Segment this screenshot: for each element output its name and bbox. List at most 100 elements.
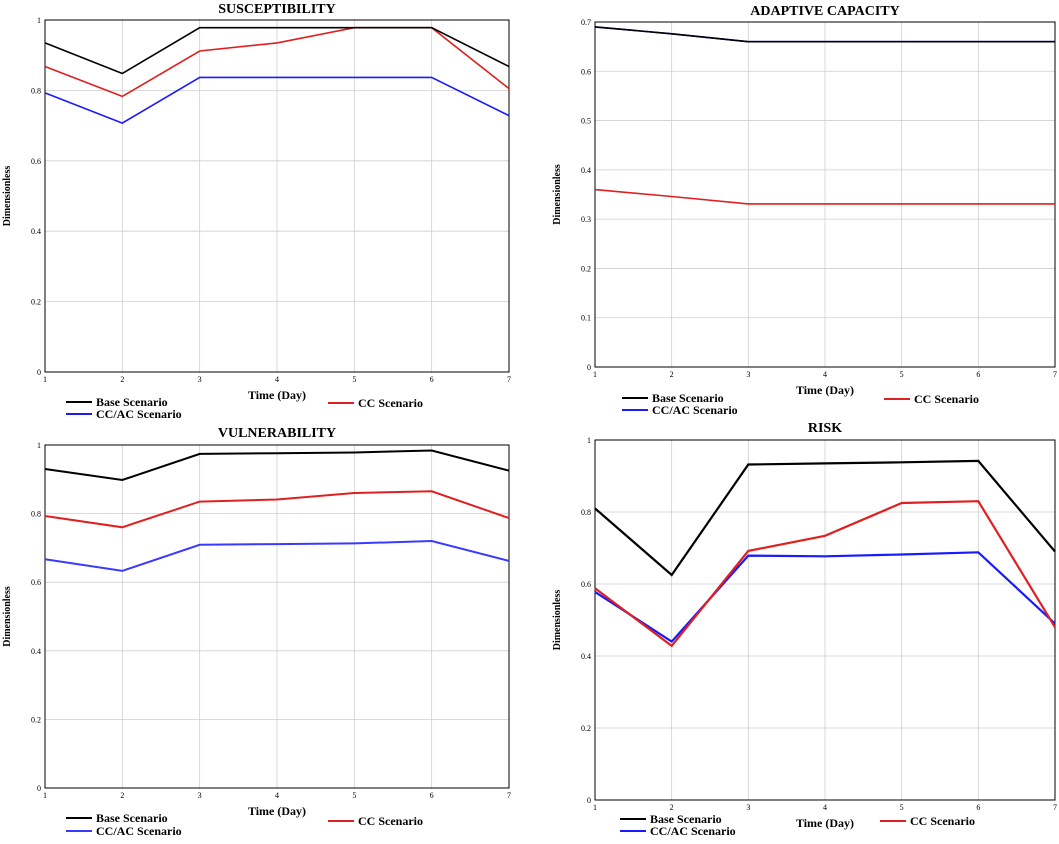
legend-label: Base Scenario	[96, 395, 168, 409]
legend: Base Scenario CC Scenario CC/AC Scenario	[66, 395, 423, 421]
x-axis-label: Time (Day)	[796, 383, 854, 397]
y-tick-label: 0	[587, 363, 591, 372]
y-tick-label: 1	[587, 436, 591, 445]
y-tick-label: 0	[587, 796, 591, 805]
x-tick-label: 2	[670, 803, 674, 812]
x-tick-label: 2	[670, 370, 674, 379]
y-axis-label: Dimensionless	[552, 164, 563, 225]
y-tick-label: 0.4	[581, 652, 591, 661]
x-tick-label: 5	[900, 803, 904, 812]
chart-title: SUSCEPTIBILITY	[218, 2, 336, 17]
legend-label: CC/AC Scenario	[652, 403, 738, 417]
y-tick-label: 0.8	[581, 508, 591, 517]
series-line-cc-ac-scenario	[44, 76, 510, 124]
series-line-cc-ac-scenario	[594, 551, 1056, 644]
y-tick-label: 0.6	[31, 157, 41, 166]
x-tick-label: 7	[1053, 370, 1057, 379]
x-tick-label: 1	[43, 375, 47, 384]
y-tick-label: 0	[37, 368, 41, 377]
y-tick-label: 0.2	[581, 724, 591, 733]
y-tick-label: 0.3	[581, 215, 591, 224]
x-tick-label: 6	[976, 803, 980, 812]
series-line-cc-scenario	[594, 500, 1056, 648]
series-line-cc-scenario	[594, 188, 1055, 205]
x-tick-label: 4	[275, 375, 279, 384]
y-tick-label: 0.2	[31, 298, 41, 307]
series-line-cc-scenario	[44, 490, 510, 529]
chart-panel-4: 0 0.2 0.4 0.6 0.8 1 1 2 3 4 5 6 7 RISK Dimensionless Ti…	[552, 421, 1057, 838]
x-tick-label: 2	[120, 375, 124, 384]
x-tick-label: 7	[507, 375, 511, 384]
grid	[594, 439, 1056, 801]
legend: Base Scenario CC Scenario CC/AC Scenario	[622, 391, 979, 417]
legend-label: Base Scenario	[96, 811, 168, 825]
x-tick-label: 3	[746, 803, 750, 812]
y-tick-label: 0.7	[581, 18, 591, 27]
y-tick-label: 0.5	[581, 117, 591, 126]
x-tick-label: 3	[746, 370, 750, 379]
x-axis-label: Time (Day)	[248, 804, 306, 818]
y-tick-label: 0.6	[581, 580, 591, 589]
chart-title: ADAPTIVE CAPACITY	[750, 4, 899, 19]
x-axis-label: Time (Day)	[796, 816, 854, 830]
x-tick-label: 1	[43, 791, 47, 800]
legend: Base Scenario CC Scenario CC/AC Scenario	[66, 811, 423, 838]
y-tick-label: 0.2	[31, 715, 41, 724]
y-tick-label: 0.4	[581, 166, 591, 175]
legend-label: CC Scenario	[358, 396, 423, 410]
chart-panel-1: 0 0.2 0.4 0.6 0.8 1 1 2 3 4 5 6 7 SUSCEPTIBILITY Dimen…	[2, 2, 511, 421]
y-tick-label: 0.6	[31, 578, 41, 587]
x-tick-label: 4	[275, 791, 279, 800]
x-tick-label: 4	[823, 370, 827, 379]
y-tick-label: 0.2	[581, 264, 591, 273]
x-tick-label: 6	[430, 791, 434, 800]
y-axis-label: Dimensionless	[2, 586, 13, 647]
grid	[44, 444, 510, 789]
y-tick-label: 0	[37, 784, 41, 793]
series-line-base-scenario	[44, 26, 510, 75]
y-tick-label: 0.4	[31, 227, 41, 236]
legend-label: CC/AC Scenario	[96, 824, 182, 838]
chart-panel-2: 0 0.1 0.2 0.3 0.4 0.5 0.6 0.7 1 2 3 4 5 6 7 ADAPTIVE CA…	[552, 4, 1057, 417]
series-line-cc-ac-scenario	[44, 539, 510, 572]
x-tick-label: 7	[1053, 803, 1057, 812]
legend-label: CC Scenario	[910, 814, 975, 828]
x-tick-label: 1	[593, 803, 597, 812]
legend-label: Base Scenario	[650, 812, 722, 826]
plot-frame	[594, 439, 1056, 801]
x-tick-label: 6	[976, 370, 980, 379]
y-axis-label: Dimensionless	[2, 166, 13, 227]
legend-label: CC/AC Scenario	[96, 407, 182, 421]
x-axis-label: Time (Day)	[248, 388, 306, 402]
series-line-base-scenario	[594, 26, 1055, 43]
y-tick-label: 1	[37, 441, 41, 450]
chart-panel-3: 0 0.2 0.4 0.6 0.8 1 1 2 3 4 5 6 7 VULNERABILITY Dimens…	[2, 426, 511, 838]
x-tick-label: 5	[352, 791, 356, 800]
y-tick-label: 1	[37, 16, 41, 25]
legend: Base Scenario CC Scenario CC/AC Scenario	[620, 812, 975, 838]
chart-title: VULNERABILITY	[218, 426, 336, 441]
x-tick-label: 2	[120, 791, 124, 800]
x-tick-label: 4	[823, 803, 827, 812]
legend-label: CC/AC Scenario	[650, 824, 736, 838]
grid	[594, 21, 1056, 368]
y-tick-label: 0.8	[31, 510, 41, 519]
plot-frame	[44, 444, 510, 789]
x-tick-label: 3	[198, 791, 202, 800]
y-axis-label: Dimensionless	[552, 590, 563, 651]
x-tick-label: 3	[198, 375, 202, 384]
x-tick-label: 7	[507, 791, 511, 800]
legend-label: CC Scenario	[358, 814, 423, 828]
plot-frame	[44, 19, 510, 373]
y-tick-label: 0.1	[581, 314, 591, 323]
plot-frame	[594, 21, 1056, 368]
legend-label: Base Scenario	[652, 391, 724, 405]
y-tick-label: 0.6	[581, 67, 591, 76]
x-tick-label: 1	[593, 370, 597, 379]
grid	[44, 19, 510, 373]
y-tick-label: 0.8	[31, 86, 41, 95]
legend-label: CC Scenario	[914, 392, 979, 406]
x-tick-label: 5	[352, 375, 356, 384]
series-line-base-scenario	[594, 459, 1056, 577]
